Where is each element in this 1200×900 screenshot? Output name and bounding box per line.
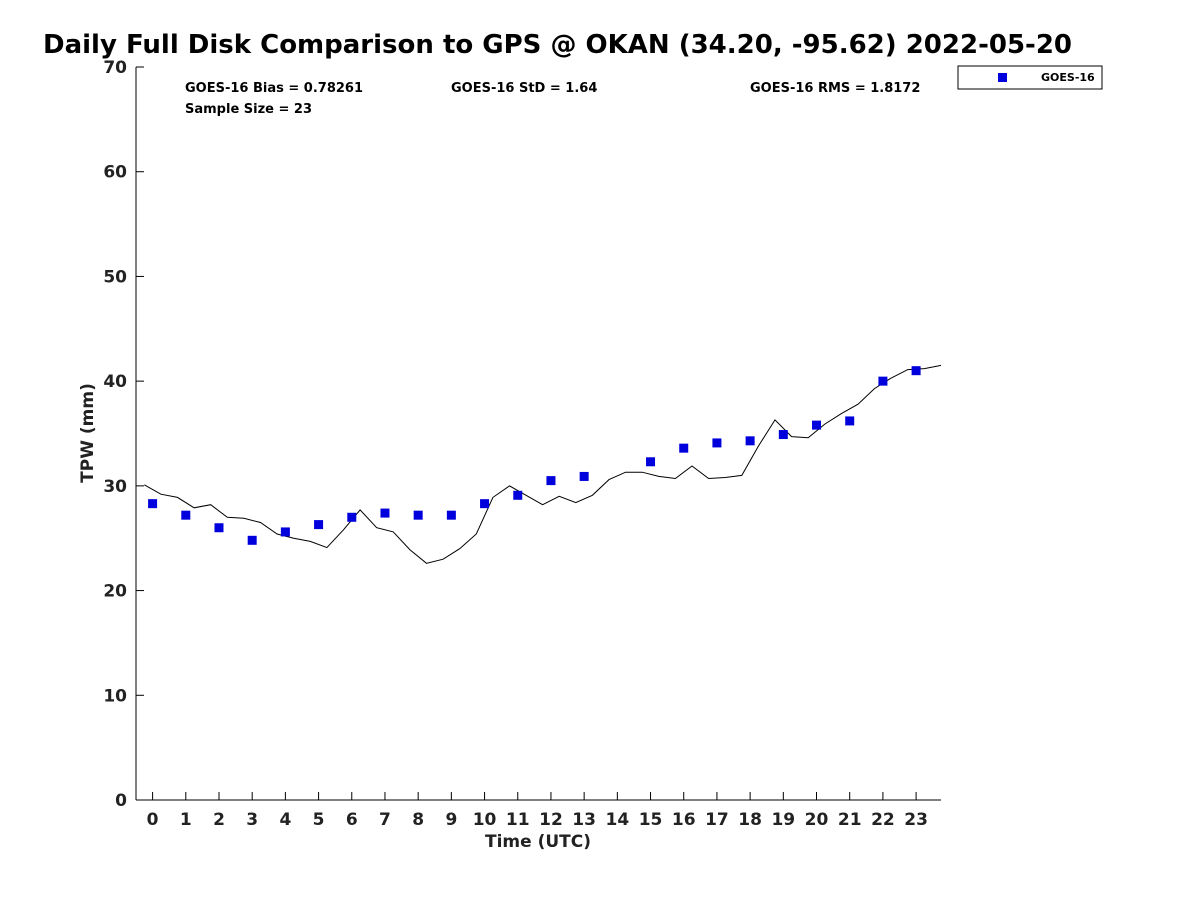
goes16-point [347, 512, 357, 522]
x-tick-label: 16 [672, 810, 696, 830]
goes16-point [280, 527, 290, 537]
x-tick-label: 5 [313, 810, 325, 830]
std-stat: GOES-16 StD = 1.64 [451, 81, 597, 96]
goes16-point [878, 376, 888, 386]
rms-stat: GOES-16 RMS = 1.8172 [750, 81, 920, 96]
goes16-point [247, 535, 257, 545]
goes16-point [579, 471, 589, 481]
goes16-point [148, 499, 158, 509]
x-tick-label: 2 [213, 810, 225, 830]
gps-line-layer [144, 364, 942, 564]
goes16-point [314, 520, 324, 530]
goes16-point [380, 508, 390, 518]
goes16-point [911, 366, 921, 376]
y-tick-label: 50 [103, 267, 127, 287]
sample-size-stat: Sample Size = 23 [185, 102, 312, 117]
y-tick-label: 20 [103, 582, 127, 602]
x-tick-label: 13 [572, 810, 596, 830]
x-ticks: 0 1 2 3 4 5 6 7 8 9 10 11 12 13 14 15 16 17 18 19 20 21 22 23 [147, 792, 928, 830]
x-tick-label: 4 [279, 810, 291, 830]
x-tick-label: 1 [180, 810, 192, 830]
x-tick-label: 11 [506, 810, 530, 830]
y-axis-label: TPW (mm) [78, 383, 98, 483]
x-tick-label: 22 [871, 810, 895, 830]
x-tick-label: 8 [412, 810, 424, 830]
chart-title: Daily Full Disk Comparison to GPS @ OKAN… [43, 30, 1073, 60]
goes16-markers [148, 366, 921, 545]
x-tick-label: 12 [539, 810, 563, 830]
legend-marker [998, 73, 1007, 82]
goes16-point [712, 438, 722, 448]
goes16-point [845, 416, 855, 426]
x-tick-label: 15 [639, 810, 663, 830]
x-axis-label: Time (UTC) [485, 832, 591, 852]
legend-box [957, 65, 1103, 90]
goes16-point [181, 510, 191, 520]
gps-series-line [144, 364, 942, 564]
x-tick-label: 17 [705, 810, 729, 830]
x-tick-label: 19 [771, 810, 795, 830]
goes16-point [480, 499, 490, 509]
bias-stat: GOES-16 Bias = 0.78261 [185, 81, 363, 96]
x-tick-label: 20 [805, 810, 829, 830]
goes16-point [812, 420, 822, 430]
x-tick-label: 0 [147, 810, 159, 830]
x-tick-label: 21 [838, 810, 862, 830]
y-tick-label: 0 [115, 791, 127, 811]
y-tick-label: 60 [103, 163, 127, 183]
x-tick-label: 10 [473, 810, 497, 830]
y-tick-label: 10 [103, 686, 127, 706]
goes16-point [513, 490, 523, 500]
goes16-point [679, 443, 689, 453]
x-tick-label: 9 [445, 810, 457, 830]
y-tick-label: 40 [103, 372, 127, 392]
goes16-point [413, 510, 423, 520]
x-tick-label: 18 [738, 810, 762, 830]
goes16-point [745, 436, 755, 446]
goes16-point [646, 457, 656, 467]
goes16-point [214, 523, 224, 533]
y-ticks: 0 10 20 30 40 50 60 70 [103, 58, 144, 811]
x-tick-label: 7 [379, 810, 391, 830]
y-tick-label: 70 [103, 58, 127, 78]
goes16-point [546, 476, 556, 486]
x-tick-label: 3 [246, 810, 258, 830]
legend-label-goes16: GOES-16 [1041, 71, 1095, 84]
x-tick-label: 14 [606, 810, 630, 830]
goes16-point [446, 510, 456, 520]
legend: GOES-16 [957, 65, 1103, 90]
goes16-point [778, 430, 788, 440]
x-tick-label: 6 [346, 810, 358, 830]
y-tick-label: 30 [103, 477, 127, 497]
x-tick-label: 23 [904, 810, 928, 830]
